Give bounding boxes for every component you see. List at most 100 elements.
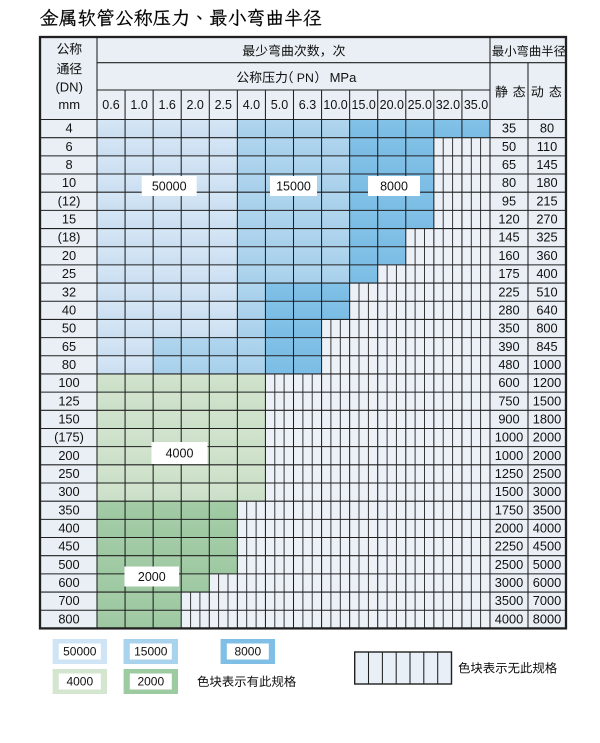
svg-text:160: 160	[498, 248, 519, 263]
svg-text:145: 145	[536, 157, 557, 172]
svg-text:125: 125	[58, 393, 79, 408]
svg-text:510: 510	[536, 284, 557, 299]
svg-text:8000: 8000	[533, 611, 561, 626]
svg-text:50: 50	[502, 139, 516, 154]
svg-text:15000: 15000	[276, 179, 311, 193]
svg-text:800: 800	[58, 611, 79, 626]
svg-text:100: 100	[58, 375, 79, 390]
svg-text:2500: 2500	[533, 466, 561, 481]
svg-text:6000: 6000	[533, 575, 561, 590]
svg-text:1200: 1200	[533, 375, 561, 390]
svg-text:50: 50	[62, 321, 76, 336]
svg-text:3500: 3500	[495, 593, 523, 608]
svg-text:PN: PN	[297, 71, 314, 85]
svg-text:250: 250	[58, 466, 79, 481]
svg-text:15: 15	[62, 212, 76, 227]
svg-text:640: 640	[536, 302, 557, 317]
svg-text:2000: 2000	[533, 430, 561, 445]
svg-text:1750: 1750	[495, 502, 523, 517]
svg-text:145: 145	[498, 230, 519, 245]
svg-text:35: 35	[502, 121, 516, 136]
svg-text:800: 800	[536, 321, 557, 336]
svg-text:25: 25	[62, 266, 76, 281]
svg-text:180: 180	[536, 175, 557, 190]
svg-text:10.0: 10.0	[323, 98, 347, 112]
svg-text:400: 400	[536, 266, 557, 281]
svg-text:1.6: 1.6	[159, 98, 176, 112]
svg-text:5.0: 5.0	[271, 98, 288, 112]
svg-text:4000: 4000	[533, 521, 561, 536]
svg-text:65: 65	[62, 339, 76, 354]
svg-text:15000: 15000	[134, 645, 168, 659]
svg-text:600: 600	[58, 575, 79, 590]
svg-text:35.0: 35.0	[464, 98, 488, 112]
svg-text:750: 750	[498, 393, 519, 408]
svg-text:8: 8	[65, 157, 72, 172]
svg-text:2000: 2000	[138, 570, 166, 584]
svg-text:845: 845	[536, 339, 557, 354]
svg-text:1000: 1000	[495, 448, 523, 463]
svg-text:1500: 1500	[533, 393, 561, 408]
svg-text:MPa: MPa	[330, 70, 358, 85]
svg-text:2250: 2250	[495, 539, 523, 554]
svg-text:5000: 5000	[533, 557, 561, 572]
svg-text:3500: 3500	[533, 502, 561, 517]
svg-text:1250: 1250	[495, 466, 523, 481]
svg-text:25.0: 25.0	[408, 98, 432, 112]
svg-text:8000: 8000	[234, 645, 261, 659]
svg-text:3000: 3000	[533, 484, 561, 499]
svg-text:6.3: 6.3	[299, 98, 316, 112]
svg-text:110: 110	[537, 139, 557, 154]
svg-text:4000: 4000	[166, 446, 194, 460]
svg-text:200: 200	[58, 448, 79, 463]
svg-text:390: 390	[498, 339, 519, 354]
svg-text:mm: mm	[58, 97, 80, 112]
svg-text:2000: 2000	[533, 448, 561, 463]
svg-text:2000: 2000	[495, 521, 523, 536]
svg-text:(DN): (DN)	[55, 79, 82, 94]
svg-text:65: 65	[502, 157, 516, 172]
svg-text:2000: 2000	[137, 675, 164, 689]
svg-text:300: 300	[58, 484, 79, 499]
svg-text:32.0: 32.0	[436, 98, 460, 112]
svg-text:80: 80	[62, 357, 76, 372]
svg-text:360: 360	[536, 248, 557, 263]
svg-text:225: 225	[498, 284, 519, 299]
svg-text:40: 40	[62, 302, 76, 317]
svg-text:350: 350	[498, 321, 519, 336]
svg-text:150: 150	[58, 412, 79, 427]
svg-text:1000: 1000	[495, 430, 523, 445]
svg-text:450: 450	[58, 539, 79, 554]
svg-text:4500: 4500	[533, 539, 561, 554]
svg-text:175: 175	[498, 266, 519, 281]
svg-text:500: 500	[58, 557, 79, 572]
svg-text:1800: 1800	[533, 412, 561, 427]
svg-text:20.0: 20.0	[380, 98, 404, 112]
svg-text:(12): (12)	[58, 193, 81, 208]
svg-text:95: 95	[502, 193, 516, 208]
svg-text:215: 215	[536, 193, 557, 208]
svg-text:3000: 3000	[495, 575, 523, 590]
svg-text:1.0: 1.0	[130, 98, 147, 112]
svg-text:80: 80	[540, 121, 554, 136]
svg-text:(18): (18)	[58, 230, 81, 245]
svg-text:4.0: 4.0	[243, 98, 260, 112]
svg-text:50000: 50000	[152, 179, 187, 193]
svg-text:32: 32	[62, 284, 76, 299]
svg-text:7000: 7000	[533, 593, 561, 608]
svg-text:480: 480	[498, 357, 519, 372]
svg-text:20: 20	[62, 248, 76, 263]
svg-text:270: 270	[536, 212, 557, 227]
svg-text:325: 325	[536, 230, 557, 245]
svg-text:(175): (175)	[54, 430, 84, 445]
svg-text:400: 400	[58, 521, 79, 536]
svg-text:15.0: 15.0	[352, 98, 376, 112]
svg-text:10: 10	[62, 175, 76, 190]
svg-text:1000: 1000	[533, 357, 561, 372]
svg-text:280: 280	[498, 302, 519, 317]
svg-text:2.5: 2.5	[215, 98, 232, 112]
svg-text:6: 6	[65, 139, 72, 154]
svg-text:50000: 50000	[63, 645, 97, 659]
svg-text:120: 120	[498, 212, 519, 227]
svg-text:2500: 2500	[495, 557, 523, 572]
